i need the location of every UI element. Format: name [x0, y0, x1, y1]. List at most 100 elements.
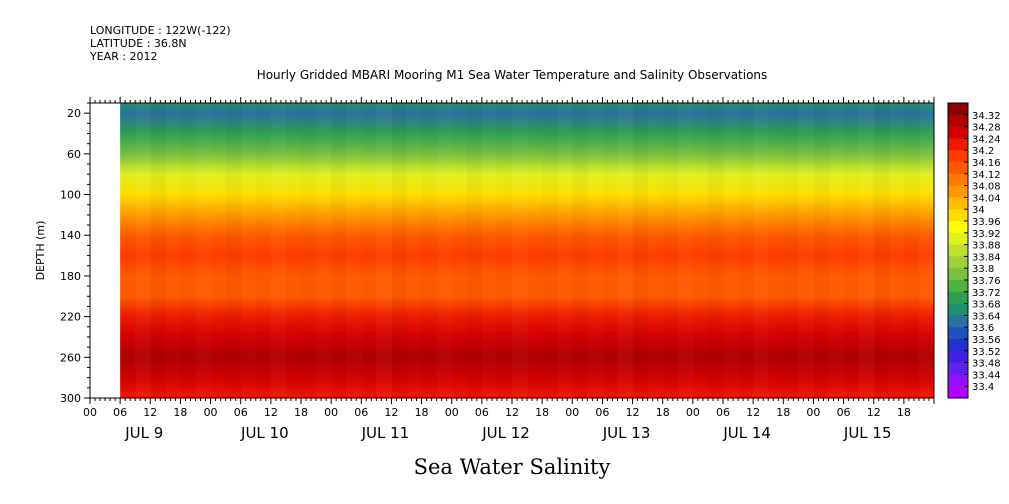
colorbar-swatch: [948, 291, 968, 305]
colorbar-label: 34.12: [972, 170, 1001, 181]
colorbar-swatch: [948, 103, 968, 116]
x-day-label: JUL 12: [481, 424, 530, 442]
variability-band: [180, 103, 196, 398]
x-tick-label: 06: [716, 406, 730, 419]
variability-band: [602, 103, 618, 398]
y-tick-label: 100: [60, 189, 81, 202]
colorbar-label: 34.04: [972, 193, 1001, 204]
y-tick-label: 260: [60, 351, 81, 364]
colorbar-label: 33.84: [972, 252, 1001, 263]
colorbar-label: 33.92: [972, 229, 1001, 240]
variability-band: [286, 103, 302, 398]
longitude-label: LONGITUDE : 122W(-122): [90, 24, 231, 37]
variability-band: [633, 103, 649, 398]
x-tick-label: 00: [445, 406, 459, 419]
colorbar-swatch: [948, 185, 968, 198]
year-label: YEAR : 2012: [90, 50, 158, 63]
variability-band: [301, 103, 317, 398]
colorbar-label: 33.4: [972, 382, 994, 393]
x-day-label: JUL 10: [240, 424, 289, 442]
y-axis-label: DEPTH (m): [34, 221, 47, 281]
colorbar-swatch: [948, 386, 968, 399]
variability-band: [316, 103, 332, 398]
colorbar-label: 33.56: [972, 335, 1001, 346]
x-tick-label: 12: [143, 406, 157, 419]
variability-band: [798, 103, 814, 398]
colorbar-swatch: [948, 244, 968, 257]
variability-band: [482, 103, 498, 398]
latitude-label: LATITUDE : 36.8N: [90, 37, 187, 50]
y-tick-label: 20: [67, 107, 81, 120]
colorbar-label: 33.96: [972, 217, 1001, 228]
variability-band: [226, 103, 242, 398]
colorbar-swatch: [948, 256, 968, 269]
variability-band: [768, 103, 784, 398]
colorbar-label: 34.16: [972, 158, 1001, 169]
variability-band: [391, 103, 407, 398]
colorbar-swatch: [948, 150, 968, 163]
salinity-field: [120, 103, 934, 398]
x-tick-label: 00: [324, 406, 338, 419]
x-tick-label: 12: [626, 406, 640, 419]
x-tick-label: 18: [294, 406, 308, 419]
x-tick-label: 00: [83, 406, 97, 419]
y-tick-label: 300: [60, 392, 81, 405]
y-tick-label: 220: [60, 311, 81, 324]
chart-title: Hourly Gridded MBARI Mooring M1 Sea Wate…: [256, 68, 768, 82]
y-tick-label: 140: [60, 229, 81, 242]
colorbar-swatch: [948, 197, 968, 210]
variability-band: [271, 103, 287, 398]
colorbar-swatch: [948, 339, 968, 352]
variability-band: [572, 103, 588, 398]
variability-band: [542, 103, 558, 398]
variability-band: [437, 103, 453, 398]
x-tick-label: 18: [535, 406, 549, 419]
variability-band: [256, 103, 272, 398]
variability-band: [618, 103, 634, 398]
x-tick-label: 06: [595, 406, 609, 419]
colorbar-swatch: [948, 162, 968, 175]
y-axis: 20 60 100 140 180 220 260 300 DEPTH (m): [34, 102, 90, 405]
colorbar-swatch: [948, 374, 968, 387]
colorbar-swatch: [948, 268, 968, 281]
colorbar-label: 34.24: [972, 134, 1001, 145]
variability-band: [331, 103, 347, 398]
x-tick-label: 12: [264, 406, 278, 419]
colorbar-swatch: [948, 221, 968, 234]
x-tick-label: 12: [746, 406, 760, 419]
variability-band: [407, 103, 423, 398]
x-tick-label: 00: [565, 406, 579, 419]
variability-band: [376, 103, 392, 398]
colorbar-label: 33.6: [972, 323, 994, 334]
x-day-label: JUL 11: [361, 424, 410, 442]
colorbar-label: 33.8: [972, 264, 994, 275]
colorbar-swatch: [948, 315, 968, 328]
x-tick-label: 06: [837, 406, 851, 419]
variability-band: [829, 103, 845, 398]
colorbar-frame: [947, 102, 969, 399]
variability-band: [813, 103, 829, 398]
variability-band: [783, 103, 799, 398]
metadata-block: LONGITUDE : 122W(-122) LATITUDE : 36.8N …: [90, 24, 231, 63]
variability-band: [241, 103, 257, 398]
colorbar-swatch: [948, 173, 968, 187]
x-day-label: JUL 14: [722, 424, 771, 442]
x-tick-label: 18: [656, 406, 670, 419]
colorbar-swatch: [948, 327, 968, 340]
variability-band: [587, 103, 603, 398]
x-tick-label: 18: [776, 406, 790, 419]
colorbar-label: 33.76: [972, 276, 1001, 287]
colorbar-label: 33.64: [972, 311, 1001, 322]
colorbar-label: 33.44: [972, 370, 1001, 381]
variability-band: [844, 103, 860, 398]
variability-band: [135, 103, 151, 398]
y-tick-label: 60: [67, 148, 81, 161]
x-tick-label: 12: [505, 406, 519, 419]
x-axis: 00 06 12 18 00 06 12 18 00 06 12 18 00 06 12 18 00 06 12 18…: [83, 97, 935, 442]
variability-band: [120, 103, 136, 398]
x-tick-label: 06: [475, 406, 489, 419]
colorbar-swatch: [948, 126, 968, 139]
x-tick-label: 06: [354, 406, 368, 419]
variability-band: [512, 103, 528, 398]
